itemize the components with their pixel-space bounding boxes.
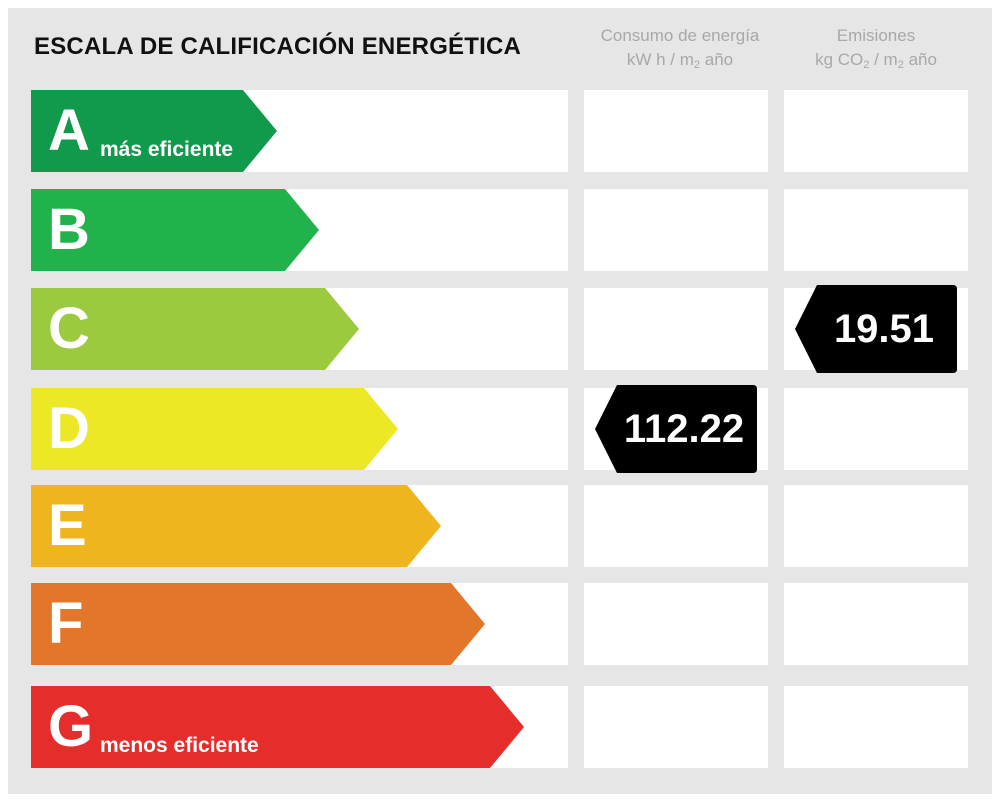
rating-arrow-shape-e: [31, 485, 441, 567]
rating-arrow-f: [31, 583, 485, 665]
rating-letter-g: G: [48, 694, 94, 759]
consumo-value-badge-shape: [595, 385, 757, 473]
emisiones-header-unit: kg CO2 / m2 año: [815, 50, 937, 71]
rating-arrow-shape-a: [31, 90, 277, 172]
rating-letter-e: E: [48, 493, 87, 558]
consumo-header-line1: Consumo de energía: [600, 26, 760, 45]
consumo-cell-a: [584, 90, 768, 172]
rating-arrow-shape-g: [31, 686, 524, 768]
rating-letter-d: D: [48, 396, 90, 461]
rating-arrow-shape-f: [31, 583, 485, 665]
rating-letter-b: B: [48, 197, 90, 262]
rating-subtitle-g: menos eficiente: [100, 734, 259, 757]
consumo-cell-f: [584, 583, 768, 665]
rating-arrow-b: [31, 189, 319, 271]
rating-letter-f: F: [48, 591, 84, 656]
consumo-cell-b: [584, 189, 768, 271]
emisiones-cell-d: [784, 388, 968, 470]
emisiones-cell-a: [784, 90, 968, 172]
emisiones-cell-b: [784, 189, 968, 271]
consumo-cell-c: [584, 288, 768, 370]
consumo-cell-e: [584, 485, 768, 567]
emisiones-value-badge: 19.51: [795, 285, 957, 373]
consumo-column-header: Consumo de energía kW h / m2 año: [580, 24, 780, 77]
emisiones-column-header: Emisiones kg CO2 / m2 año: [776, 24, 976, 77]
page-title: ESCALA DE CALIFICACIÓN ENERGÉTICA: [34, 33, 522, 60]
rating-letter-c: C: [48, 296, 90, 361]
rating-arrow-shape-b: [31, 189, 319, 271]
consumo-value-badge-value: 112.22: [623, 406, 745, 451]
emisiones-cell-e: [784, 485, 968, 567]
rating-arrow-g: [31, 686, 524, 768]
rating-arrow-e: [31, 485, 441, 567]
emisiones-cell-f: [784, 583, 968, 665]
consumo-value-badge: 112.22: [595, 385, 757, 473]
rating-arrow-a: [31, 90, 277, 172]
rating-arrow-d: [31, 388, 398, 470]
emisiones-value-badge-value: 19.51: [833, 306, 935, 351]
rating-arrow-shape-d: [31, 388, 398, 470]
emisiones-header-line1: Emisiones: [836, 26, 916, 45]
rating-letter-a: A: [48, 98, 90, 163]
consumo-cell-g: [584, 686, 768, 768]
rating-subtitle-a: más eficiente: [100, 138, 234, 161]
rating-arrow-shape-c: [31, 288, 359, 370]
consumo-header-unit: kW h / m2 año: [626, 50, 734, 71]
emisiones-value-badge-shape: [795, 285, 957, 373]
emisiones-cell-g: [784, 686, 968, 768]
rating-arrow-c: [31, 288, 359, 370]
